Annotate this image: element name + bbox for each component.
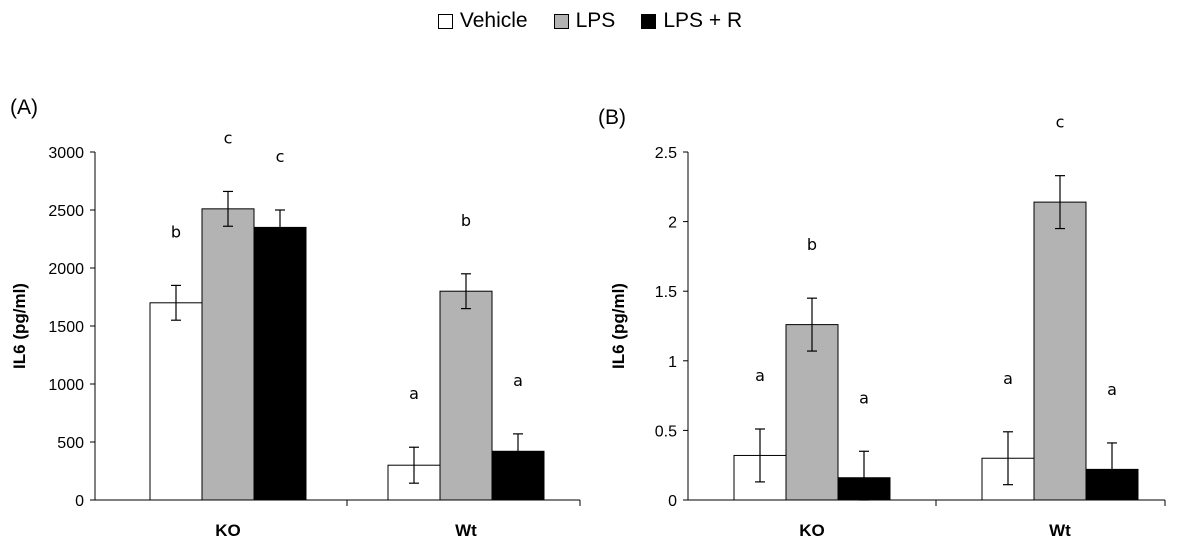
chart1-sig-letter-lps-r: a (1107, 380, 1117, 399)
panel-label-a: (A) (10, 96, 38, 119)
chart1-x-tick-label: KO (799, 521, 825, 540)
chart0-sig-letter-vehicle: a (409, 384, 419, 403)
chart0-bar-lps (439, 290, 493, 501)
chart0-sig-letter-vehicle: b (171, 222, 181, 241)
chart0-y-axis-label: IL6 (pg/ml) (10, 283, 29, 369)
chart0-y-tick-label: 500 (57, 435, 84, 452)
chart0-bar-vehicle (149, 302, 203, 501)
chart1-sig-letter-vehicle: a (755, 366, 765, 385)
chart1-y-tick-label: 1 (668, 354, 677, 371)
legend-label-vehicle: Vehicle (459, 9, 528, 32)
chart1-sig-letter-lps: c (1056, 113, 1065, 132)
chart0-sig-letter-lps: b (461, 211, 471, 230)
chart1-y-tick-label: 0 (668, 493, 677, 510)
chart1-x-tick-label: Wt (1049, 521, 1071, 540)
chart0-bar-lps (201, 208, 255, 501)
chart1-y-tick-label: 2.5 (655, 145, 677, 162)
chart0-y-tick-label: 1000 (48, 377, 84, 394)
legend-label-lps: LPS (575, 9, 616, 32)
legend-label-lps-r: LPS + R (663, 9, 743, 32)
chart1-y-tick-label: 0.5 (655, 423, 677, 440)
panel-label-b: (B) (598, 106, 626, 129)
chart0-y-tick-label: 1500 (48, 319, 84, 336)
chart0-y-tick-label: 2000 (48, 261, 84, 278)
chart1-y-tick-label: 2 (668, 215, 677, 232)
chart0-sig-letter-lps-r: a (513, 371, 523, 390)
chart0-x-tick-label: KO (215, 521, 241, 540)
legend-item-lps-r: LPS + R (641, 9, 742, 33)
chart0-sig-letter-lps-r: c (276, 147, 285, 166)
legend-item-lps: LPS (553, 9, 616, 33)
chart0-y-tick-label: 0 (75, 493, 84, 510)
chart1-bar-lps (1033, 201, 1087, 501)
chart1-y-tick-label: 1.5 (655, 284, 677, 301)
chart0-y-tick-label: 3000 (48, 145, 84, 162)
chart1-sig-letter-lps: b (807, 235, 817, 254)
chart1-sig-letter-vehicle: a (1003, 369, 1013, 388)
legend-swatch-lps (553, 13, 569, 29)
chart0-y-tick-label: 2500 (48, 203, 84, 220)
chart0-bar-lps-r (253, 226, 307, 501)
legend-item-vehicle: Vehicle (437, 9, 528, 33)
legend-swatch-lps-r (641, 13, 657, 29)
legend: Vehicle LPS LPS + R (0, 6, 1180, 36)
legend-swatch-vehicle (437, 13, 453, 29)
chart1-y-axis-label: IL6 (pg/ml) (609, 283, 628, 369)
chart0-x-tick-label: Wt (455, 521, 477, 540)
chart1-sig-letter-lps-r: a (859, 388, 869, 407)
chart0-sig-letter-lps: c (224, 128, 233, 147)
